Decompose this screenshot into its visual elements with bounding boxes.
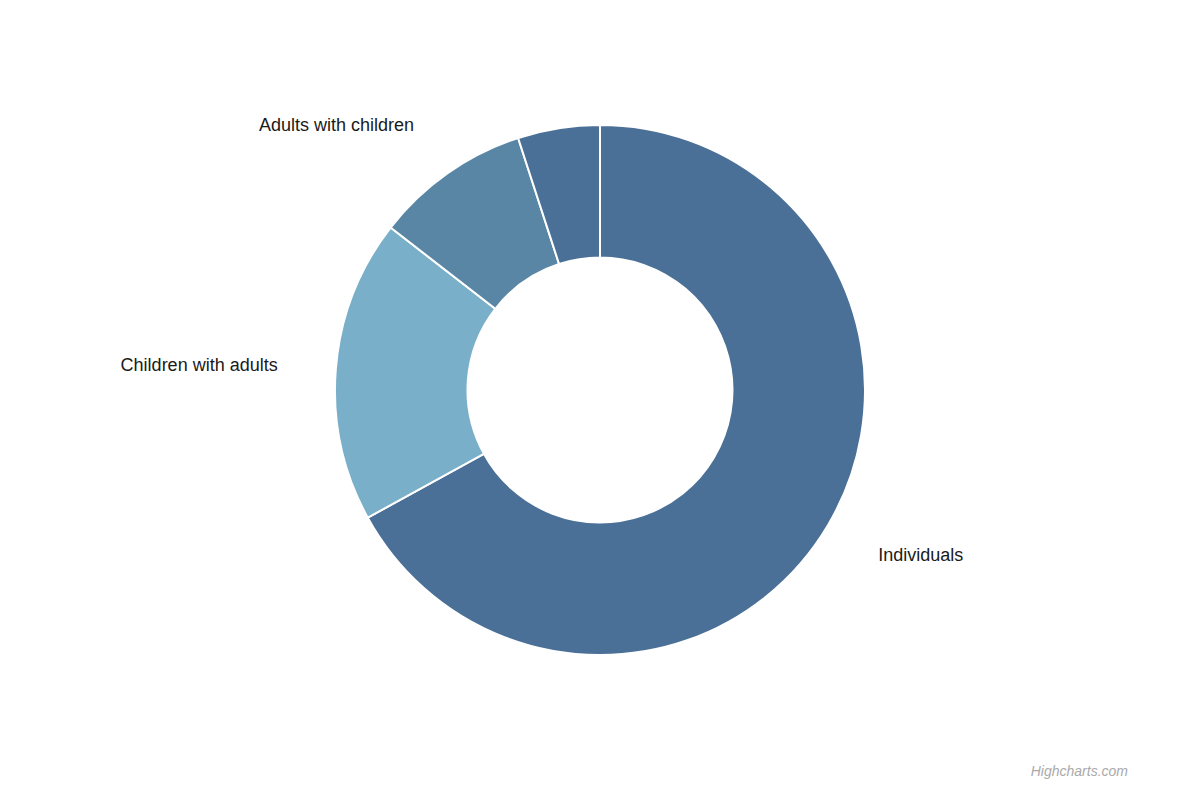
slice-label: Children with adults	[121, 355, 278, 375]
labels: Individuals Children with adults Adults wi…	[121, 115, 964, 564]
slice-label: Individuals	[878, 545, 963, 565]
background	[0, 0, 1200, 800]
chart-container: Individuals Children with adults Adults wi…	[0, 0, 1200, 800]
slices	[335, 125, 865, 655]
chart-svg: Individuals Children with adults Adults wi…	[0, 0, 1200, 800]
slice-label: Adults with children	[259, 115, 414, 135]
slice	[518, 125, 600, 264]
watermark: Highcharts.com	[1031, 763, 1129, 779]
